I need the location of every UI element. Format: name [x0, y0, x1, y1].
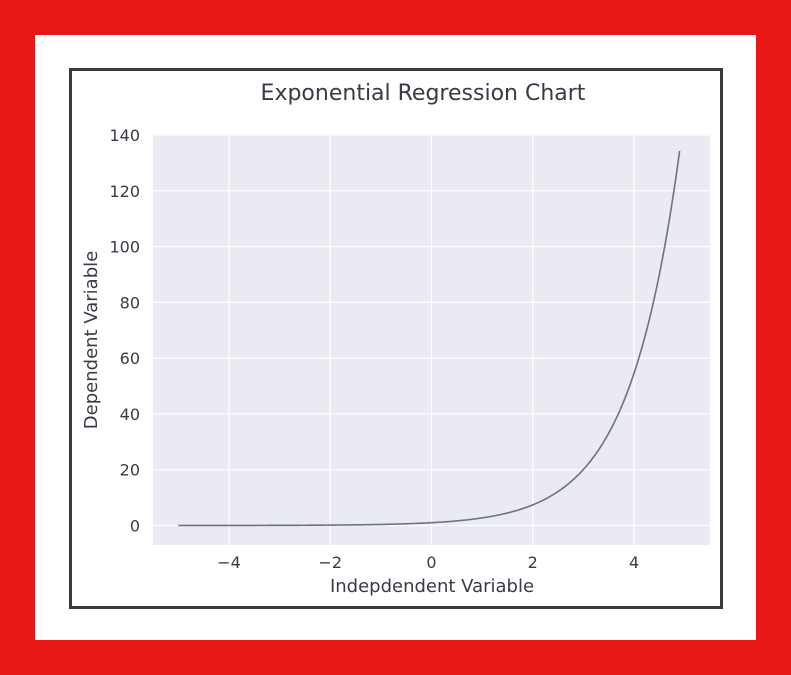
- y-tick-label: 140: [109, 126, 140, 145]
- x-tick-label: 0: [426, 553, 436, 572]
- y-tick-label: 120: [109, 182, 140, 201]
- x-tick-label: 2: [528, 553, 538, 572]
- y-tick-label: 40: [120, 405, 140, 424]
- x-tick-label: −4: [217, 553, 241, 572]
- x-tick-label: 4: [629, 553, 639, 572]
- y-tick-label: 80: [120, 293, 140, 312]
- y-axis-label: Dependent Variable: [81, 251, 102, 429]
- y-tick-label: 60: [120, 349, 140, 368]
- x-tick-label: −2: [318, 553, 342, 572]
- series-line: [178, 150, 681, 527]
- y-tick-label: 20: [120, 461, 140, 480]
- x-axis-label: Indepdendent Variable: [330, 576, 534, 597]
- chart-title: Exponential Regression Chart: [261, 81, 586, 106]
- y-tick-label: 0: [130, 516, 140, 535]
- y-tick-label: 100: [109, 238, 140, 257]
- grid: [153, 134, 710, 545]
